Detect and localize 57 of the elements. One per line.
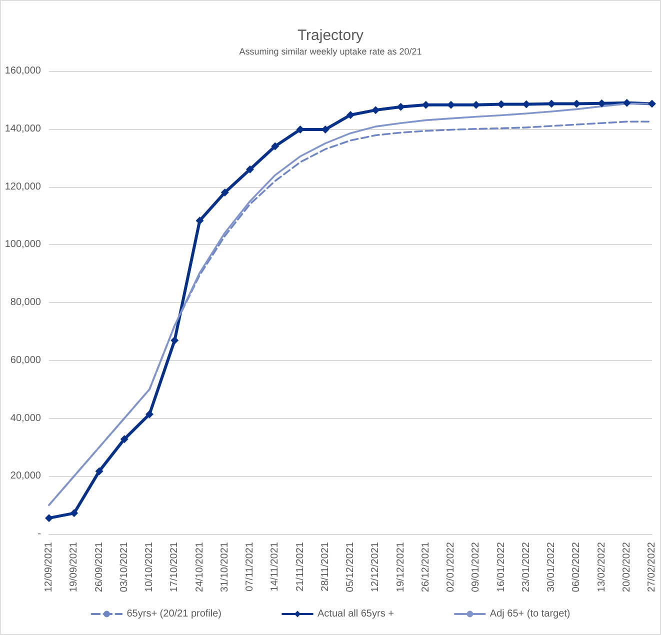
y-tick-label: 120,000 <box>4 181 42 192</box>
x-tick-label: 14/11/2021 <box>270 542 281 592</box>
point <box>447 100 455 109</box>
x-tick-label: 19/12/2021 <box>395 542 406 592</box>
point <box>70 509 78 518</box>
point <box>120 435 128 444</box>
x-tick-label: 28/11/2021 <box>320 542 331 592</box>
x-tick-label: 30/01/2022 <box>546 542 557 592</box>
x-tick-label: 06/02/2022 <box>571 542 582 592</box>
chart-subtitle: Assuming similar weekly uptake rate as 20/21 <box>239 46 422 56</box>
y-tick-label: - <box>38 528 41 540</box>
x-tick-label: 31/10/2021 <box>219 542 230 592</box>
point <box>372 106 380 114</box>
point <box>648 100 656 108</box>
x-tick-label: 16/01/2022 <box>496 542 507 592</box>
x-tick-label: 05/12/2021 <box>345 542 356 592</box>
point <box>146 410 154 418</box>
point <box>170 336 179 344</box>
x-tick-label: 24/10/2021 <box>194 542 206 592</box>
legend-label: Actual all 65yrs + <box>318 608 394 620</box>
x-tick-label: 19/09/2021 <box>68 542 80 592</box>
point <box>246 165 254 174</box>
point <box>271 142 280 150</box>
point <box>622 98 631 107</box>
y-tick-label: 20,000 <box>10 470 42 482</box>
x-tick-label: 02/01/2022 <box>446 542 456 592</box>
x-tick-label: 17/10/2021 <box>169 542 180 592</box>
point <box>45 514 53 522</box>
point <box>396 102 405 111</box>
x-tick-label: 07/11/2021 <box>244 542 256 592</box>
point <box>220 188 229 197</box>
y-tick-label: 60,000 <box>10 354 42 366</box>
x-tick-label: 12/12/2021 <box>370 542 382 592</box>
y-tick-label: 140,000 <box>4 123 42 134</box>
x-tick-label: 26/09/2021 <box>94 542 105 592</box>
point <box>422 100 430 109</box>
x-tick-label: 20/02/2022 <box>621 542 632 592</box>
point <box>95 467 104 476</box>
x-tick-label: 27/02/2022 <box>646 542 658 592</box>
y-tick-label: 100,000 <box>4 239 42 250</box>
legend-label: Adj 65+ (to target) <box>490 608 570 620</box>
point <box>548 100 556 108</box>
x-tick-label: 03/10/2021 <box>118 542 130 592</box>
x-tick-label: 13/02/2022 <box>596 542 608 592</box>
point <box>346 110 354 119</box>
x-tick-label: 26/12/2021 <box>420 542 432 592</box>
legend-label: 65yrs+ (20/21 profile) <box>126 608 222 620</box>
y-tick-label: 80,000 <box>10 297 42 308</box>
point <box>196 216 204 225</box>
x-tick-label: 10/10/2021 <box>144 542 155 592</box>
x-tick-label: 09/01/2022 <box>470 542 482 592</box>
x-tick-label: 12/09/2021 <box>44 542 54 592</box>
x-tick-label: 23/01/2022 <box>520 542 532 592</box>
chart-title: Trajectory <box>297 27 364 44</box>
y-tick-label: 160,000 <box>4 66 42 76</box>
y-tick-label: 40,000 <box>10 412 42 424</box>
x-tick-label: 21/11/2021 <box>294 542 306 592</box>
